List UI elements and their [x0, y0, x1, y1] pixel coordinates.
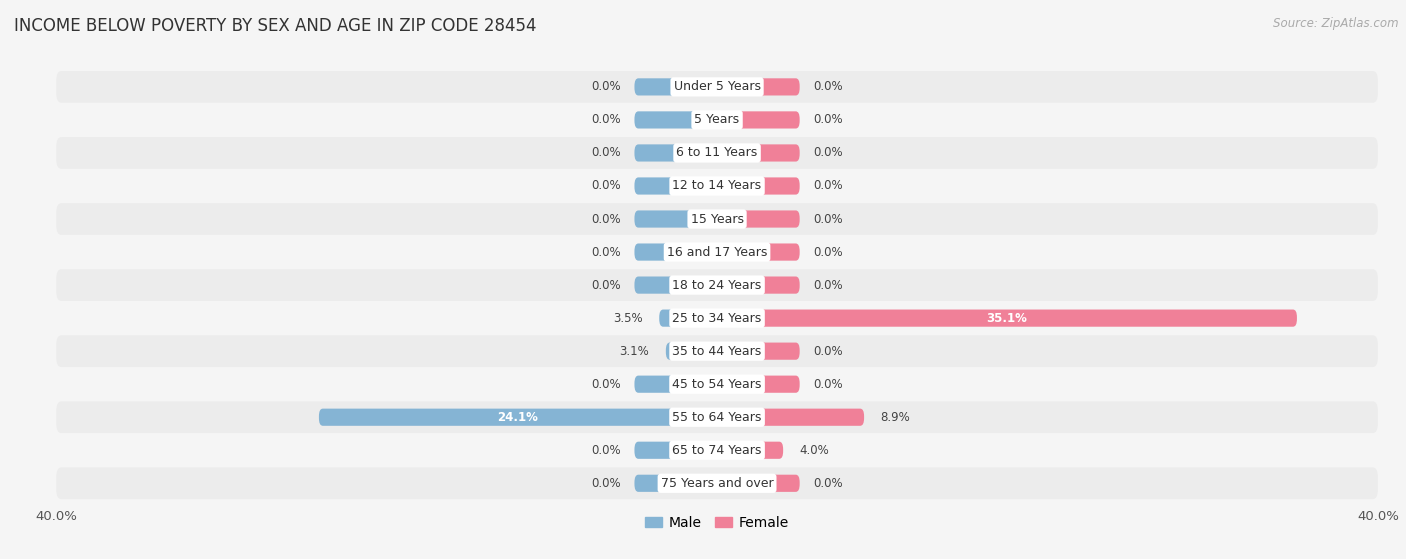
- Text: 4.0%: 4.0%: [800, 444, 830, 457]
- Text: 6 to 11 Years: 6 to 11 Years: [676, 146, 758, 159]
- FancyBboxPatch shape: [56, 170, 1378, 202]
- FancyBboxPatch shape: [56, 434, 1378, 466]
- Text: 0.0%: 0.0%: [592, 378, 621, 391]
- FancyBboxPatch shape: [56, 335, 1378, 367]
- Text: 0.0%: 0.0%: [813, 146, 842, 159]
- Text: 18 to 24 Years: 18 to 24 Years: [672, 278, 762, 292]
- Text: 0.0%: 0.0%: [592, 444, 621, 457]
- Text: 12 to 14 Years: 12 to 14 Years: [672, 179, 762, 192]
- FancyBboxPatch shape: [56, 236, 1378, 268]
- FancyBboxPatch shape: [634, 177, 717, 195]
- FancyBboxPatch shape: [666, 343, 717, 360]
- Text: 15 Years: 15 Years: [690, 212, 744, 225]
- Text: 65 to 74 Years: 65 to 74 Years: [672, 444, 762, 457]
- FancyBboxPatch shape: [56, 467, 1378, 499]
- Text: 0.0%: 0.0%: [592, 477, 621, 490]
- FancyBboxPatch shape: [717, 177, 800, 195]
- FancyBboxPatch shape: [717, 343, 800, 360]
- FancyBboxPatch shape: [634, 475, 717, 492]
- Text: 8.9%: 8.9%: [880, 411, 910, 424]
- Text: 0.0%: 0.0%: [813, 212, 842, 225]
- FancyBboxPatch shape: [56, 401, 1378, 433]
- FancyBboxPatch shape: [634, 78, 717, 96]
- Text: 0.0%: 0.0%: [592, 245, 621, 259]
- Text: 35.1%: 35.1%: [987, 311, 1028, 325]
- FancyBboxPatch shape: [634, 210, 717, 228]
- FancyBboxPatch shape: [56, 137, 1378, 169]
- FancyBboxPatch shape: [717, 442, 783, 459]
- Text: 75 Years and over: 75 Years and over: [661, 477, 773, 490]
- Text: 5 Years: 5 Years: [695, 113, 740, 126]
- FancyBboxPatch shape: [634, 376, 717, 393]
- Text: 0.0%: 0.0%: [813, 378, 842, 391]
- FancyBboxPatch shape: [634, 442, 717, 459]
- FancyBboxPatch shape: [56, 104, 1378, 136]
- FancyBboxPatch shape: [56, 302, 1378, 334]
- Text: 0.0%: 0.0%: [813, 113, 842, 126]
- FancyBboxPatch shape: [634, 244, 717, 260]
- Text: Source: ZipAtlas.com: Source: ZipAtlas.com: [1274, 17, 1399, 30]
- FancyBboxPatch shape: [717, 78, 800, 96]
- Text: 0.0%: 0.0%: [813, 345, 842, 358]
- FancyBboxPatch shape: [717, 111, 800, 129]
- FancyBboxPatch shape: [56, 368, 1378, 400]
- Text: 35 to 44 Years: 35 to 44 Years: [672, 345, 762, 358]
- Text: 55 to 64 Years: 55 to 64 Years: [672, 411, 762, 424]
- FancyBboxPatch shape: [319, 409, 717, 426]
- FancyBboxPatch shape: [717, 376, 800, 393]
- Text: 3.1%: 3.1%: [620, 345, 650, 358]
- FancyBboxPatch shape: [634, 144, 717, 162]
- Legend: Male, Female: Male, Female: [640, 510, 794, 536]
- Text: 0.0%: 0.0%: [592, 179, 621, 192]
- Text: 0.0%: 0.0%: [592, 278, 621, 292]
- FancyBboxPatch shape: [717, 210, 800, 228]
- Text: 0.0%: 0.0%: [592, 146, 621, 159]
- Text: 0.0%: 0.0%: [592, 212, 621, 225]
- FancyBboxPatch shape: [717, 310, 1296, 326]
- FancyBboxPatch shape: [634, 277, 717, 293]
- Text: 0.0%: 0.0%: [813, 278, 842, 292]
- Text: 3.5%: 3.5%: [613, 311, 643, 325]
- FancyBboxPatch shape: [634, 111, 717, 129]
- Text: 0.0%: 0.0%: [813, 245, 842, 259]
- Text: 45 to 54 Years: 45 to 54 Years: [672, 378, 762, 391]
- FancyBboxPatch shape: [717, 475, 800, 492]
- Text: 25 to 34 Years: 25 to 34 Years: [672, 311, 762, 325]
- FancyBboxPatch shape: [717, 409, 865, 426]
- Text: 0.0%: 0.0%: [592, 80, 621, 93]
- Text: 0.0%: 0.0%: [813, 179, 842, 192]
- Text: 0.0%: 0.0%: [592, 113, 621, 126]
- FancyBboxPatch shape: [56, 203, 1378, 235]
- FancyBboxPatch shape: [56, 269, 1378, 301]
- Text: 0.0%: 0.0%: [813, 80, 842, 93]
- Text: 0.0%: 0.0%: [813, 477, 842, 490]
- FancyBboxPatch shape: [659, 310, 717, 326]
- Text: Under 5 Years: Under 5 Years: [673, 80, 761, 93]
- FancyBboxPatch shape: [717, 244, 800, 260]
- Text: INCOME BELOW POVERTY BY SEX AND AGE IN ZIP CODE 28454: INCOME BELOW POVERTY BY SEX AND AGE IN Z…: [14, 17, 537, 35]
- FancyBboxPatch shape: [717, 277, 800, 293]
- Text: 24.1%: 24.1%: [498, 411, 538, 424]
- Text: 16 and 17 Years: 16 and 17 Years: [666, 245, 768, 259]
- FancyBboxPatch shape: [56, 71, 1378, 103]
- FancyBboxPatch shape: [717, 144, 800, 162]
